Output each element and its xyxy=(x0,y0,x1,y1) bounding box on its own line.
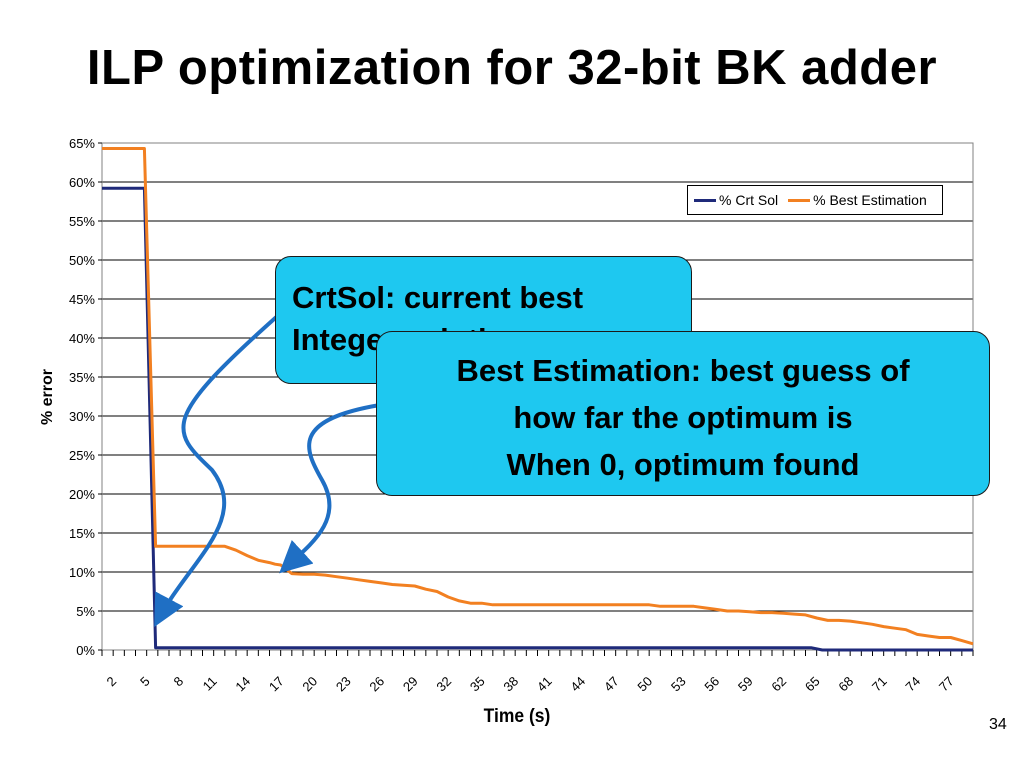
y-tick-label: 50% xyxy=(69,253,95,268)
y-tick-label: 25% xyxy=(69,448,95,463)
x-tick-label: 17 xyxy=(266,674,287,695)
y-axis-label: % error xyxy=(39,369,56,425)
y-tick-label: 45% xyxy=(69,292,95,307)
legend-swatch-best-estimation xyxy=(788,198,811,202)
y-tick-label: 0% xyxy=(76,643,95,658)
series-lines xyxy=(102,147,974,652)
x-tick-label: 11 xyxy=(200,674,220,694)
page-number: 34 xyxy=(989,716,1007,733)
x-tick-label: 50 xyxy=(634,674,655,695)
callout-best-estimation-line-1: Best Estimation: best guess of xyxy=(456,353,910,388)
callout-best-estimation-line-3: When 0, optimum found xyxy=(506,447,860,482)
x-tick-label: 56 xyxy=(701,674,722,695)
y-tick-label: 40% xyxy=(69,331,95,346)
x-tick-label: 8 xyxy=(171,674,187,690)
x-tick-label: 47 xyxy=(601,674,622,695)
x-tick-label: 68 xyxy=(835,674,856,695)
chart-legend: % Crt Sol % Best Estimation xyxy=(687,185,943,215)
x-tick-label: 62 xyxy=(768,674,789,695)
x-tick-label: 59 xyxy=(735,674,756,695)
x-tick-label: 53 xyxy=(668,674,689,695)
y-axis-ticks: 0% 5% 10% 15% 20% 25% 30% 35% 40% 45% 50% 55% 60% 65% xyxy=(69,136,102,658)
y-tick-label: 60% xyxy=(69,175,95,190)
y-tick-label: 10% xyxy=(69,565,95,580)
legend-label-crt-sol: % Crt Sol xyxy=(719,192,779,208)
x-tick-label: 23 xyxy=(333,674,354,695)
y-tick-label: 35% xyxy=(69,370,95,385)
y-tick-label: 15% xyxy=(69,526,95,541)
callout-arrows xyxy=(154,310,381,628)
x-tick-label: 5 xyxy=(137,674,153,690)
y-tick-label: 55% xyxy=(69,214,95,229)
series-line-crt-sol xyxy=(102,186,973,652)
x-axis-label: Time (s) xyxy=(484,704,551,726)
slide-title: ILP optimization for 32-bit BK adder xyxy=(86,41,938,95)
legend-label-best-estimation: % Best Estimation xyxy=(813,192,927,208)
x-tick-label: 29 xyxy=(400,674,421,695)
y-tick-label: 30% xyxy=(69,409,95,424)
legend-item-best-estimation: % Best Estimation xyxy=(788,192,927,208)
arrow-best-estimation xyxy=(279,403,381,574)
callout-best-estimation-line-2: how far the optimum is xyxy=(513,400,853,435)
x-tick-label: 14 xyxy=(232,674,253,695)
x-tick-label: 41 xyxy=(534,674,555,695)
x-tick-label: 32 xyxy=(433,674,454,695)
legend-swatch-crt-sol xyxy=(694,198,716,202)
legend-item-crt-sol: % Crt Sol xyxy=(694,192,778,208)
y-tick-label: 65% xyxy=(69,136,95,151)
x-tick-label: 38 xyxy=(500,674,521,695)
callout-best-estimation: Best Estimation: best guess of how far t… xyxy=(376,331,990,496)
x-tick-label: 20 xyxy=(299,674,320,695)
series-line-best-estimation xyxy=(102,147,974,646)
x-tick-label: 65 xyxy=(802,674,823,695)
x-tick-label: 35 xyxy=(467,674,488,695)
x-tick-label: 74 xyxy=(902,674,923,695)
x-axis-ticks: 2 5 8 11 14 17 20 23 26 29 32 35 38 41 44 47 50 53 56 59 62 6… xyxy=(101,650,974,695)
y-tick-label: 5% xyxy=(76,604,95,619)
x-tick-label: 44 xyxy=(567,674,588,695)
arrow-crtsol xyxy=(154,310,284,628)
x-tick-label: 26 xyxy=(366,674,387,695)
y-tick-label: 20% xyxy=(69,487,95,502)
x-tick-label: 71 xyxy=(869,674,890,695)
x-tick-label: 77 xyxy=(936,674,957,695)
x-tick-label: 2 xyxy=(104,674,120,690)
callout-crtsol-line-1: CrtSol: current best xyxy=(292,280,584,315)
